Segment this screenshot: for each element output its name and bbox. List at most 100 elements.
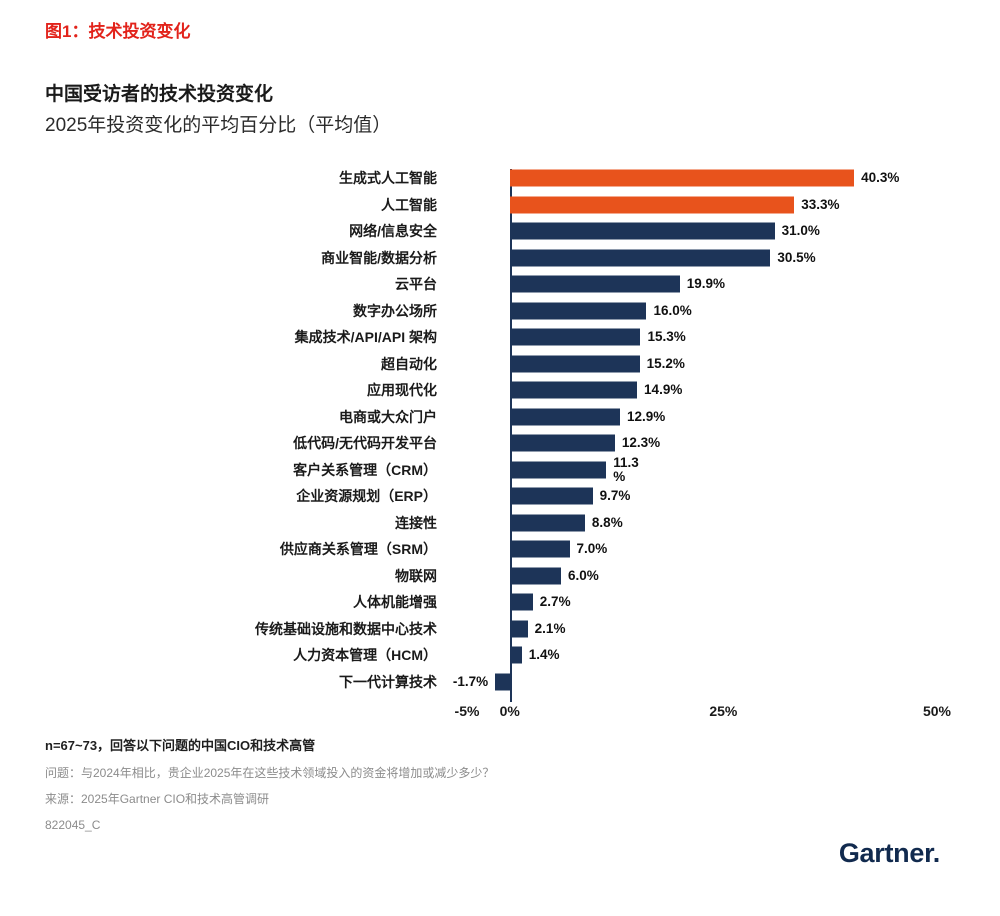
figure-label: 图1：技术投资变化 (45, 22, 191, 41)
chart-title: 中国受访者的技术投资变化 (45, 84, 274, 105)
bar-plot-area: 19.9% (467, 271, 937, 298)
bar (509, 434, 615, 452)
bar (509, 567, 561, 585)
value-label: 9.7% (599, 488, 631, 504)
value-label: 33.3% (801, 196, 840, 212)
bar (509, 328, 641, 346)
bar-plot-area: 15.3% (467, 324, 937, 351)
category-label: 物联网 (395, 567, 437, 584)
category-label: 客户关系管理（CRM） (293, 461, 437, 478)
x-tick-label: 50% (922, 703, 952, 719)
category-label: 下一代计算技术 (339, 673, 437, 690)
bar-row: 连接性 8.8% (45, 510, 955, 537)
bar-row: 人体机能增强 2.7% (45, 589, 955, 616)
footnotes: n=67~73，回答以下问题的中国CIO和技术高管 问题：与2024年相比，贵企… (45, 737, 955, 833)
value-label: 15.2% (646, 355, 685, 371)
doc-id: 822045_C (45, 818, 101, 832)
bar-row: 电商或大众门户 12.9% (45, 404, 955, 431)
bar (509, 620, 528, 638)
category-label: 数字办公场所 (353, 302, 437, 319)
category-label: 人力资本管理（HCM） (293, 647, 437, 664)
value-label: 12.3% (621, 435, 661, 451)
bar-row: 低代码/无代码开发平台 12.3% (45, 430, 955, 457)
category-label: 网络/信息安全 (349, 223, 437, 240)
gartner-logo: Gartner. (838, 838, 940, 868)
bar-row: 人工智能 33.3% (45, 192, 955, 219)
bar-plot-area: 1.4% (467, 642, 937, 669)
value-label: 40.3% (861, 170, 900, 186)
category-label: 连接性 (395, 514, 437, 531)
bar-row: 传统基础设施和数据中心技术 2.1% (45, 616, 955, 643)
bar-row: 客户关系管理（CRM） 11.3 % (45, 454, 955, 484)
bar (509, 275, 680, 293)
bar-plot-area: 11.3 % (467, 454, 937, 484)
value-label: 8.8% (591, 514, 623, 530)
category-label: 企业资源规划（ERP） (296, 488, 437, 505)
chart-subtitle: 2025年投资变化的平均百分比（平均值） (45, 115, 392, 136)
bar-row: 商业智能/数据分析 30.5% (45, 245, 955, 272)
bar-plot-area: 15.2% (467, 351, 937, 378)
bar-row: 网络/信息安全 31.0% (45, 218, 955, 245)
bar-row: 物联网 6.0% (45, 563, 955, 590)
category-label: 生成式人工智能 (339, 170, 437, 187)
value-label: -1.7% (452, 673, 489, 689)
bar-plot-area: 30.5% (467, 245, 937, 272)
value-label: 15.3% (647, 329, 686, 345)
bar (509, 461, 607, 479)
x-tick-label: -5% (454, 703, 480, 719)
bar-row: 生成式人工智能 40.3% (45, 165, 955, 192)
category-label: 人体机能增强 (353, 594, 437, 611)
bar (495, 673, 510, 691)
x-tick-label: 0% (499, 703, 520, 719)
bar (509, 540, 570, 558)
bar (509, 302, 647, 320)
category-label: 集成技术/API/API 架构 (294, 329, 437, 346)
bar-plot-area: 2.1% (467, 616, 937, 643)
category-label: 人工智能 (381, 196, 437, 213)
bar-row: 企业资源规划（ERP） 9.7% (45, 483, 955, 510)
category-label: 应用现代化 (367, 382, 437, 399)
bar-row: 应用现代化 14.9% (45, 377, 955, 404)
value-label: 16.0% (653, 302, 692, 318)
value-label: 31.0% (781, 223, 820, 239)
footnote-sample: n=67~73，回答以下问题的中国CIO和技术高管 (45, 738, 316, 753)
bar-row: 下一代计算技术 -1.7% (45, 669, 955, 696)
bar-plot-area: 9.7% (467, 483, 937, 510)
bar (509, 222, 775, 240)
bar-plot-area: 6.0% (467, 563, 937, 590)
x-tick-label: 25% (709, 703, 738, 719)
bar-plot-area: 7.0% (467, 536, 937, 563)
bar (509, 169, 855, 187)
value-label: 2.1% (534, 620, 566, 636)
category-label: 云平台 (395, 276, 437, 293)
bar-plot-area: 31.0% (467, 218, 937, 245)
bar (509, 646, 522, 664)
bar-row: 人力资本管理（HCM） 1.4% (45, 642, 955, 669)
bar (509, 408, 620, 426)
bar-plot-area: 12.9% (467, 404, 937, 431)
bar (509, 355, 640, 373)
bar-plot-area: 16.0% (467, 298, 937, 325)
value-label: 30.5% (777, 249, 816, 265)
x-axis-ticks: -5% 0% 25% 50% (455, 695, 951, 723)
bar (509, 196, 795, 214)
value-label: 11.3 % (613, 454, 639, 484)
value-label: 12.9% (626, 408, 666, 424)
bar-plot-area: 12.3% (467, 430, 937, 457)
category-label: 超自动化 (381, 355, 437, 372)
bar (509, 514, 585, 532)
bar-row: 云平台 19.9% (45, 271, 955, 298)
bar-plot-area: 33.3% (467, 192, 937, 219)
category-label: 供应商关系管理（SRM） (279, 541, 437, 558)
bar-plot-area: 2.7% (467, 589, 937, 616)
bar-chart: 生成式人工智能 40.3% 人工智能 33.3% 网络/信息安全 31.0% 商业智能/数据… (45, 165, 955, 723)
value-label: 19.9% (686, 276, 726, 292)
bar-row: 集成技术/API/API 架构 15.3% (45, 324, 955, 351)
value-label: 6.0% (568, 567, 599, 583)
bar-row: 数字办公场所 16.0% (45, 298, 955, 325)
bar (509, 487, 593, 505)
category-label: 商业智能/数据分析 (321, 249, 437, 266)
footnote-question: 问题：与2024年相比，贵企业2025年在这些技术领域投入的资金将增加或减少多少… (45, 766, 495, 780)
value-label: 2.7% (539, 594, 571, 610)
